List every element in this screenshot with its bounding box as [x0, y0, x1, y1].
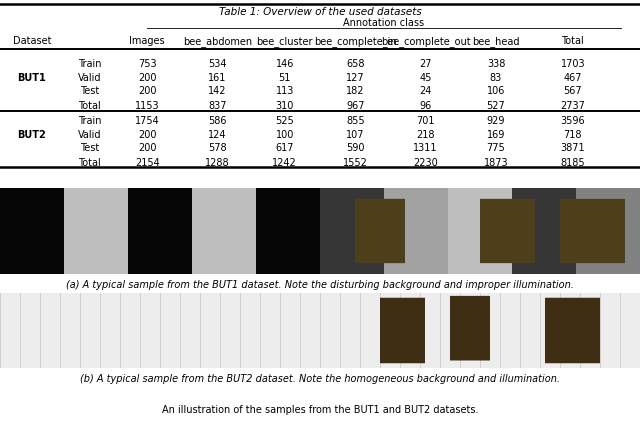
Text: 2230: 2230: [413, 158, 438, 168]
Text: 1288: 1288: [205, 158, 230, 168]
Text: 534: 534: [209, 60, 227, 70]
Text: An illustration of the samples from the BUT1 and BUT2 datasets.: An illustration of the samples from the …: [162, 406, 478, 415]
Text: Valid: Valid: [78, 73, 101, 83]
Text: 200: 200: [138, 86, 156, 96]
Text: 161: 161: [209, 73, 227, 83]
Text: Valid: Valid: [78, 130, 101, 140]
Text: 83: 83: [490, 73, 502, 83]
Text: Annotation class: Annotation class: [344, 18, 424, 28]
Text: 617: 617: [276, 143, 294, 153]
Text: 837: 837: [209, 101, 227, 111]
Text: 124: 124: [209, 130, 227, 140]
Text: Total: Total: [78, 101, 101, 111]
Text: 929: 929: [487, 116, 505, 126]
Text: 658: 658: [346, 60, 364, 70]
Text: 967: 967: [346, 101, 364, 111]
Text: 775: 775: [486, 143, 506, 153]
Text: 578: 578: [208, 143, 227, 153]
Text: Test: Test: [80, 86, 99, 96]
Text: 127: 127: [346, 73, 365, 83]
Text: 1703: 1703: [561, 60, 585, 70]
Text: 590: 590: [346, 143, 364, 153]
Text: 525: 525: [275, 116, 294, 126]
Text: 855: 855: [346, 116, 365, 126]
Text: 718: 718: [564, 130, 582, 140]
Text: (a) A typical sample from the BUT1 dataset. Note the disturbing background and i: (a) A typical sample from the BUT1 datas…: [66, 280, 574, 290]
Text: 567: 567: [563, 86, 582, 96]
Text: Test: Test: [80, 143, 99, 153]
Text: 182: 182: [346, 86, 364, 96]
Text: 467: 467: [564, 73, 582, 83]
Text: 100: 100: [276, 130, 294, 140]
Text: 24: 24: [419, 86, 432, 96]
Text: bee_head: bee_head: [472, 36, 520, 47]
Text: 3871: 3871: [561, 143, 585, 153]
Text: 527: 527: [486, 101, 506, 111]
Text: 3596: 3596: [561, 116, 585, 126]
Text: 338: 338: [487, 60, 505, 70]
Text: bee_cluster: bee_cluster: [257, 36, 313, 47]
Text: 310: 310: [276, 101, 294, 111]
Text: (b) A typical sample from the BUT2 dataset. Note the homogeneous background and : (b) A typical sample from the BUT2 datas…: [80, 374, 560, 384]
Text: 1153: 1153: [135, 101, 159, 111]
Text: 1873: 1873: [484, 158, 508, 168]
Text: 2737: 2737: [561, 101, 585, 111]
Text: 753: 753: [138, 60, 157, 70]
Text: 106: 106: [487, 86, 505, 96]
Text: 169: 169: [487, 130, 505, 140]
Text: Total: Total: [561, 36, 584, 46]
Text: Total: Total: [78, 158, 101, 168]
Text: 1242: 1242: [273, 158, 297, 168]
Text: 45: 45: [419, 73, 432, 83]
Text: 96: 96: [419, 101, 432, 111]
Text: 27: 27: [419, 60, 432, 70]
Text: 146: 146: [276, 60, 294, 70]
Text: BUT1: BUT1: [18, 73, 46, 83]
Text: Dataset: Dataset: [13, 36, 51, 46]
Text: 107: 107: [346, 130, 364, 140]
Text: 218: 218: [417, 130, 435, 140]
Text: 2154: 2154: [135, 158, 159, 168]
Text: Table 1: Overview of the used datasets: Table 1: Overview of the used datasets: [219, 7, 421, 18]
Text: 113: 113: [276, 86, 294, 96]
Text: Images: Images: [129, 36, 165, 46]
Text: 200: 200: [138, 130, 156, 140]
Text: 200: 200: [138, 73, 156, 83]
Text: Train: Train: [78, 116, 101, 126]
Text: 142: 142: [209, 86, 227, 96]
Text: 1311: 1311: [413, 143, 438, 153]
Text: 1552: 1552: [343, 158, 367, 168]
Text: 51: 51: [278, 73, 291, 83]
Text: Train: Train: [78, 60, 101, 70]
Text: bee_complete_out: bee_complete_out: [381, 36, 470, 47]
Text: 701: 701: [417, 116, 435, 126]
Text: bee_complete_in: bee_complete_in: [314, 36, 397, 47]
Text: 8185: 8185: [561, 158, 585, 168]
Text: 586: 586: [209, 116, 227, 126]
Text: 1754: 1754: [135, 116, 159, 126]
Text: BUT2: BUT2: [18, 130, 46, 140]
Text: bee_abdomen: bee_abdomen: [183, 36, 252, 47]
Text: 200: 200: [138, 143, 156, 153]
